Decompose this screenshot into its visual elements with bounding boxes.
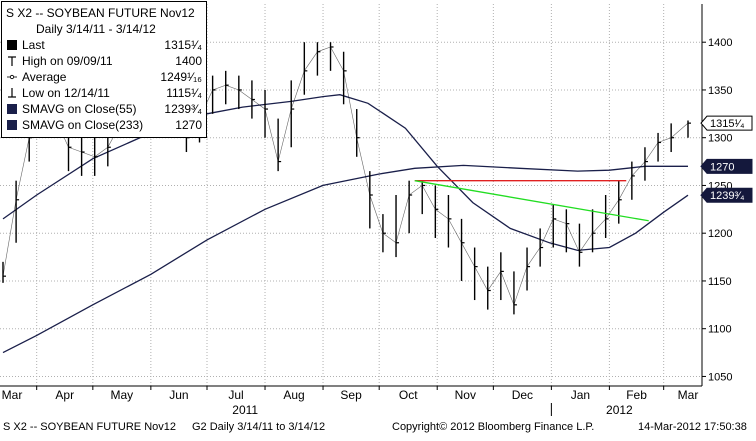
- chart-title: S X2 -- SOYBEAN FUTURE Nov12: [6, 6, 195, 20]
- y-tick-label: 1150: [708, 276, 732, 288]
- x-tick-label: May: [111, 388, 134, 402]
- legend-label: SMAVG on Close(233): [22, 118, 144, 132]
- legend-entry-last: Last 1315¹⁄₄: [2, 37, 206, 53]
- legend-entry-sma233: SMAVG on Close(233) 1270: [2, 117, 206, 133]
- x-tick-label: Jun: [169, 388, 188, 402]
- footer-copyright: Copyright© 2012 Bloomberg Finance L.P.: [392, 421, 595, 433]
- legend-value: 1115¹⁄₄: [166, 86, 202, 100]
- average-marker-icon: [7, 74, 17, 80]
- y-tick-label: 1200: [708, 228, 732, 240]
- y-tick-label: 1300: [708, 133, 732, 145]
- legend-entry-high: High on 09/09/11 1400: [2, 53, 206, 69]
- value-label-box: [700, 115, 753, 131]
- year-label: 2012: [606, 403, 633, 417]
- footer-period: G2 Daily 3/14/11 to 3/14/12: [192, 421, 326, 433]
- square-marker-icon: [7, 40, 17, 50]
- y-tick-label: 1100: [708, 324, 732, 336]
- chart-subtitle: Daily 3/14/11 - 3/14/12: [36, 22, 156, 36]
- trend-line: [414, 180, 649, 222]
- legend-label: SMAVG on Close(55): [22, 102, 137, 116]
- x-tick-label: Jan: [571, 388, 590, 402]
- year-label: 2011: [232, 403, 258, 417]
- y-tick-label: 1350: [708, 85, 732, 97]
- x-tick-label: Mar: [2, 388, 23, 402]
- x-tick-label: Mar: [678, 388, 699, 402]
- legend-label: Average: [22, 70, 67, 84]
- x-tick-label: Jul: [228, 388, 243, 402]
- legend-entry-sma55: SMAVG on Close(55) 1239³⁄₄: [2, 101, 206, 117]
- x-tick-label: Feb: [626, 388, 647, 402]
- square-marker-icon: [7, 104, 17, 114]
- x-tick-label: Nov: [455, 388, 476, 402]
- legend-entry-average: Average 1249¹⁄₁₆: [2, 69, 206, 85]
- footer-security: S X2 -- SOYBEAN FUTURE Nov12: [3, 421, 176, 433]
- legend-box: S X2 -- SOYBEAN FUTURE Nov12 Daily 3/14/…: [1, 1, 207, 138]
- footer-bar: S X2 -- SOYBEAN FUTURE Nov12 G2 Daily 3/…: [0, 418, 756, 436]
- value-label-text: 1315¹⁄₄: [710, 118, 745, 130]
- legend-label: High on 09/09/11: [22, 54, 113, 68]
- legend-value: 1270: [175, 118, 202, 132]
- x-tick-label: Oct: [399, 388, 418, 402]
- legend-label: Low on 12/14/11: [22, 86, 110, 100]
- legend-label: Last: [22, 38, 45, 52]
- legend-entry-low: Low on 12/14/11 1115¹⁄₄: [2, 85, 206, 101]
- legend-subtitle-row: Daily 3/14/11 - 3/14/12: [2, 21, 206, 37]
- x-tick-label: Dec: [512, 388, 533, 402]
- square-marker-icon: [7, 120, 17, 130]
- legend-value: 1400: [175, 54, 202, 68]
- x-tick-label: Aug: [283, 388, 304, 402]
- value-label-text: 1270: [710, 161, 734, 173]
- y-tick-label: 1050: [708, 371, 732, 383]
- value-label-box: [700, 187, 753, 203]
- x-tick-label: Sep: [340, 388, 362, 402]
- x-tick-label: Apr: [55, 388, 74, 402]
- legend-value: 1239³⁄₄: [164, 102, 202, 116]
- low-marker-icon: [8, 88, 16, 98]
- legend-title-row: S X2 -- SOYBEAN FUTURE Nov12: [2, 5, 206, 21]
- legend-value: 1315¹⁄₄: [164, 38, 202, 52]
- legend-value: 1249¹⁄₁₆: [160, 70, 202, 84]
- y-tick-label: 1400: [708, 37, 732, 49]
- footer-timestamp: 14-Mar-2012 17:50:38: [638, 421, 747, 433]
- high-marker-icon: [8, 56, 16, 66]
- value-label-text: 1239³⁄₄: [710, 190, 745, 202]
- sma233-line: [2, 164, 688, 354]
- value-label-box: [700, 158, 753, 174]
